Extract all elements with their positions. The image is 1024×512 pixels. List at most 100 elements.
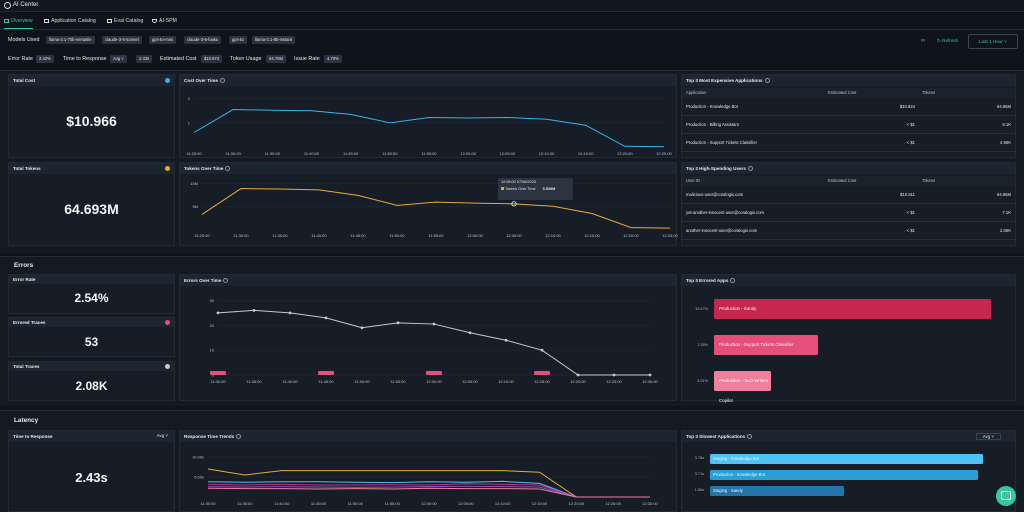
app-title: AI Center: [13, 2, 39, 8]
info-icon[interactable]: [236, 434, 242, 440]
model-chip[interactable]: claude-3-5-sonnet: [102, 36, 142, 44]
info-icon[interactable]: [747, 166, 753, 172]
chevron-down-icon: ˅: [1004, 39, 1007, 44]
info-icon[interactable]: [764, 78, 770, 84]
x-tick-label: 12:25:00: [662, 233, 678, 238]
tab-label: Application Catalog: [51, 18, 96, 24]
series-line: [207, 468, 650, 498]
shield-icon: [152, 18, 157, 23]
tab-eval-catalog[interactable]: Eval Catalog: [107, 13, 143, 29]
errored-traces-card: Errored Traces 53: [8, 317, 175, 357]
time-range-value: Last 1 Hour: [979, 39, 1003, 44]
error-bar: [210, 371, 226, 375]
column-header: Tokens: [922, 178, 936, 183]
info-icon[interactable]: [223, 278, 229, 284]
ttr-mode-select[interactable]: Avg ˅: [157, 433, 168, 438]
chevron-down-icon: ˅: [991, 434, 994, 439]
model-chip[interactable]: llama-3.1-70b-versatile: [46, 36, 95, 44]
tab-overview[interactable]: Overview: [4, 13, 33, 29]
x-tick-label: 12:05:00: [506, 233, 522, 238]
total-tokens-value: 64.693M: [64, 201, 119, 217]
time-range-select[interactable]: Last 1 Hour ˅: [968, 34, 1018, 49]
x-tick-label: 12:20:00: [569, 501, 585, 506]
slow-app-bar[interactable]: Staging - Sandy: [710, 486, 844, 496]
overview-icon: [4, 18, 9, 23]
x-tick-label: 11:35:00: [272, 233, 288, 238]
tab-ai-spm[interactable]: AI-SPM: [152, 13, 177, 29]
panel-title: Response Time Trends: [180, 431, 676, 442]
x-tick-label: 12:05:00: [500, 151, 516, 156]
cell: Production - Knowledge Bot: [686, 104, 738, 109]
cell: < $1: [906, 228, 915, 233]
catalog-icon: [44, 18, 49, 23]
errored-app-bar[interactable]: Production - Support Tickets Classifier: [714, 335, 818, 355]
tooltip-swatch: [501, 187, 504, 190]
x-tick-label: 11:30:00: [200, 501, 216, 506]
info-icon[interactable]: [219, 78, 225, 84]
data-point: [252, 308, 256, 312]
table-row[interactable]: Production - Knowledge Bot $10.824 64.65M: [682, 98, 1015, 116]
table-row[interactable]: yet-another-innocent-user@coralogix.com <…: [682, 204, 1015, 222]
summary-ttr-label: Time to Response: [63, 56, 107, 62]
info-icon[interactable]: [730, 278, 736, 284]
cost-legend-dot: [165, 78, 170, 83]
cell: 64.65M: [997, 104, 1011, 109]
x-tick-label: 11:25:00: [186, 151, 202, 156]
data-point: [612, 373, 616, 377]
x-tick-label: 11:30:00: [210, 379, 226, 384]
table-row[interactable]: Production - Support Tickets Classifier <…: [682, 134, 1015, 152]
model-chip[interactable]: gpt-4o: [229, 36, 247, 44]
cell: Production - Billing Assistant: [686, 122, 739, 127]
total-traces-card: Total Traces 2.08K: [8, 361, 175, 401]
tokens-over-time-panel: Tokens Over Time 5M 10M 11:25:00 11:30:00 11…: [179, 162, 679, 246]
cell: yet-another-innocent-user@coralogix.com: [686, 210, 765, 215]
link-icon[interactable]: ∞: [921, 38, 926, 44]
chart-tooltip: 12:05:00 07/08/2025 Tokens Over Time 5.5…: [498, 178, 573, 200]
panel-title-text: Errors Over Time: [184, 278, 222, 283]
data-point: [288, 311, 292, 315]
cell: malicious-user@coralogix.com: [686, 192, 744, 197]
table-row[interactable]: malicious-user@coralogix.com $10.811 64.65…: [682, 186, 1015, 204]
errored-app-bar[interactable]: Production - Sandy: [714, 299, 991, 319]
slowest-mode-select[interactable]: Avg ˅: [975, 433, 1001, 440]
total-traces-value: 2.08K: [75, 379, 108, 393]
x-tick-label: 11:35:00: [265, 151, 281, 156]
info-icon[interactable]: [225, 166, 231, 172]
info-icon[interactable]: [747, 434, 753, 440]
table-row[interactable]: another-innocent-user@coralogix.com < $1 2…: [682, 222, 1015, 240]
x-tick-label: 11:50:00: [348, 501, 364, 506]
card-title: Total Cost: [9, 75, 174, 86]
tooltip-time: 12:05:00 07/08/2025: [501, 180, 536, 184]
x-tick-label: 12:10:00: [495, 501, 511, 506]
summary-issue-label: Issue Rate: [294, 56, 320, 62]
model-chip[interactable]: llama-3.1-8b-instant: [252, 36, 296, 44]
chat-button[interactable]: [996, 486, 1016, 506]
data-point: [540, 348, 544, 352]
refresh-button[interactable]: ↻ Refresh: [937, 38, 958, 44]
latency-section-title: Latency: [14, 417, 39, 424]
x-tick-label: 12:25:00: [606, 379, 622, 384]
slow-app-bar[interactable]: Production - Knowledge Bot: [710, 470, 978, 480]
tab-application-catalog[interactable]: Application Catalog: [44, 13, 96, 29]
cell: Production - Support Tickets Classifier: [686, 140, 757, 145]
model-chip[interactable]: claude-3-5-haiku: [184, 36, 222, 44]
panel-title-text: Top 3 High-Spending Users: [686, 166, 746, 171]
data-point: [432, 322, 436, 326]
tooltip-series: Tokens Over Time: [505, 187, 536, 191]
x-tick-label: 12:10:00: [498, 379, 514, 384]
x-tick-label: 12:30:00: [642, 379, 658, 384]
slow-app-bar[interactable]: Staging - Knowledge Bot: [710, 454, 983, 464]
x-tick-label: 12:00:00: [467, 233, 483, 238]
slowest-apps-panel: Top 3 Slowest Applications Avg ˅ 3.78s St…: [681, 430, 1016, 512]
table-row[interactable]: Production - Billing Assistant < $1 8.1K: [682, 116, 1015, 134]
x-tick-label: 11:40:00: [311, 233, 327, 238]
x-tick-label: 11:40:00: [282, 379, 298, 384]
errored-apps-panel: Top 3 Errored Apps 19.47% Production - Sa…: [681, 274, 1016, 403]
x-tick-label: 11:35:00: [237, 501, 253, 506]
summary-error-rate-label: Error Rate: [8, 56, 33, 62]
x-tick-label: 12:30:00: [642, 501, 658, 506]
summary-ttr-mode[interactable]: Avg ˅: [110, 55, 127, 63]
errored-app-bar[interactable]: Production - Tech Writers Copilot: [714, 371, 771, 403]
model-chip[interactable]: gpt-4o-mini: [149, 36, 176, 44]
tab-label: Overview: [11, 18, 33, 24]
